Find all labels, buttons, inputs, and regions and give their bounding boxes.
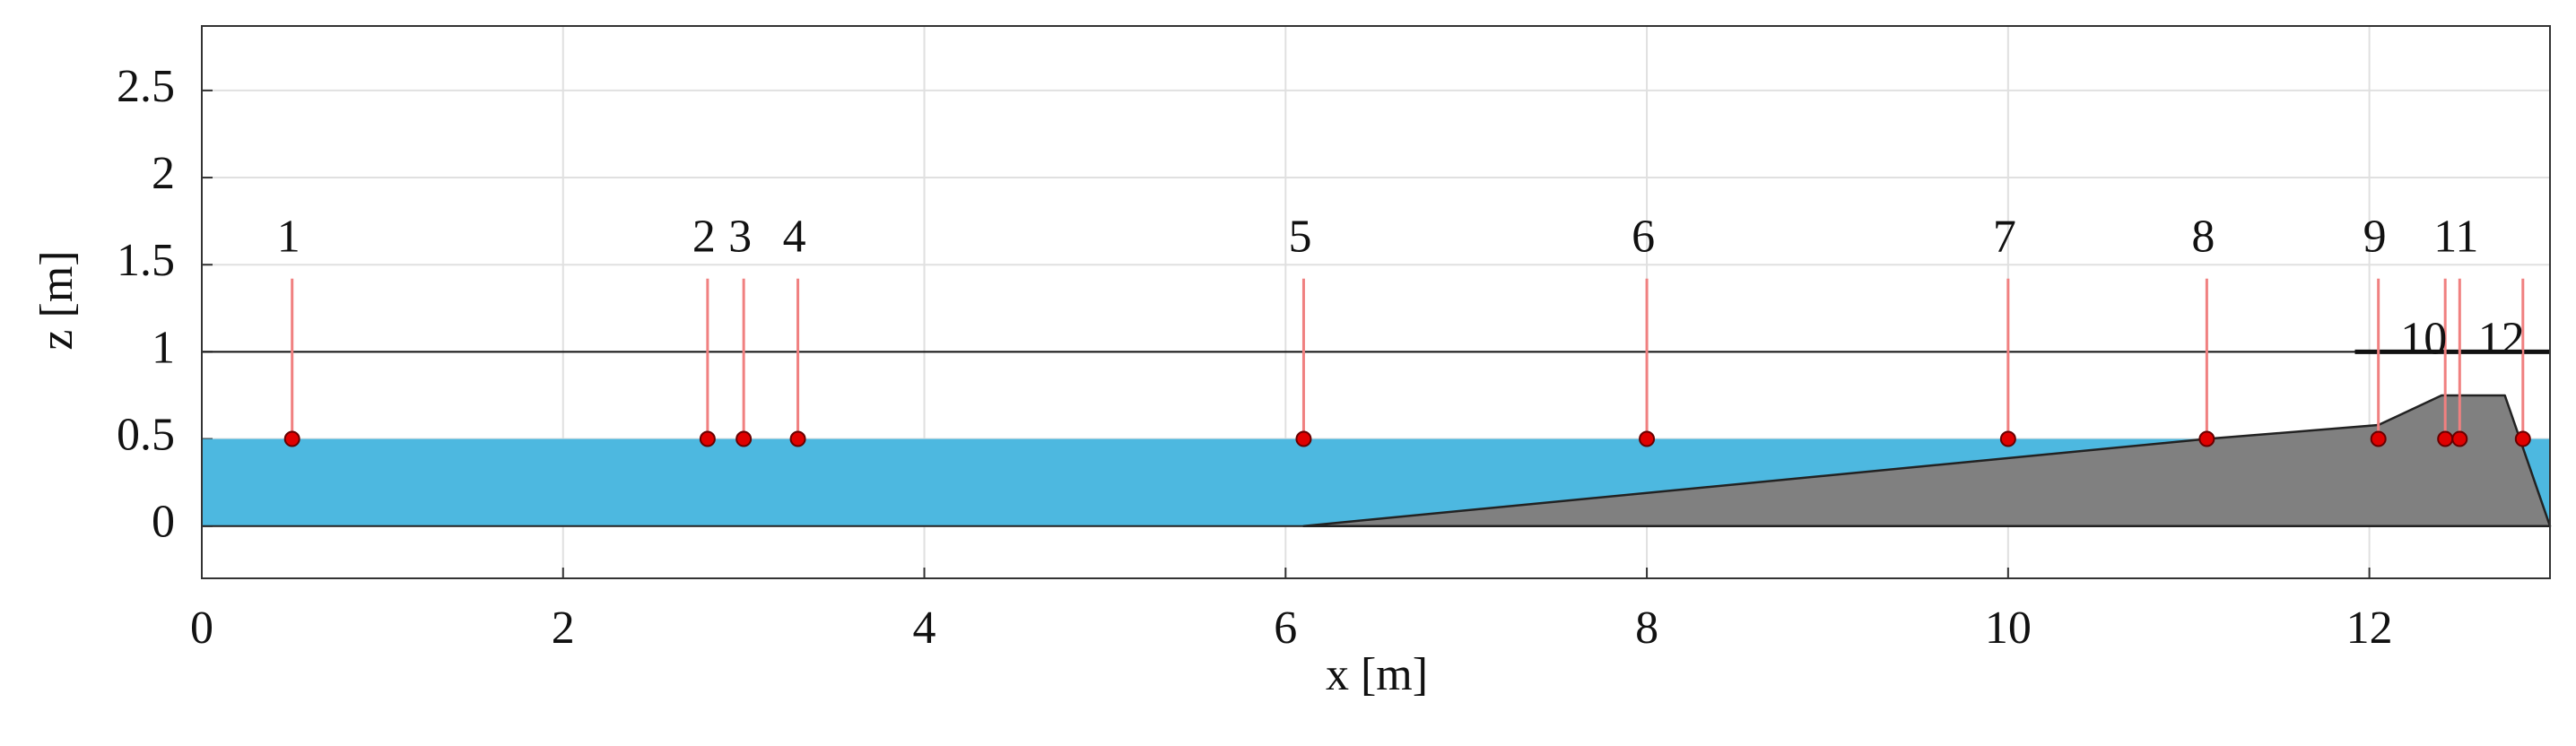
gauge-point <box>789 430 806 447</box>
x-tick-label: 6 <box>1274 603 1297 654</box>
gauge-point <box>2437 430 2454 447</box>
gauge-label: 10 <box>2400 314 2447 365</box>
gauge-label: 3 <box>728 212 752 263</box>
gauge-label: 7 <box>1993 212 2016 263</box>
y-tick-label: 0.5 <box>117 409 175 460</box>
gauge-label: 5 <box>1288 212 1311 263</box>
gauge-label: 11 <box>2433 212 2478 263</box>
gauge-point <box>1999 430 2016 447</box>
plot-frame <box>201 25 2551 579</box>
gauge-label: 1 <box>277 212 300 263</box>
x-tick-label: 8 <box>1635 603 1658 654</box>
gauge-point <box>2514 430 2531 447</box>
gauge-label: 6 <box>1632 212 1655 263</box>
gauge-point <box>735 430 753 447</box>
gauge-point <box>2198 430 2215 447</box>
x-tick-label: 2 <box>552 603 575 654</box>
y-tick-label: 1 <box>152 322 175 373</box>
y-axis-label: z [m] <box>31 250 83 350</box>
gauge-label: 2 <box>692 212 716 263</box>
gauge-point <box>1295 430 1312 447</box>
y-tick-label: 2.5 <box>117 61 175 112</box>
y-tick-label: 1.5 <box>117 235 175 286</box>
gauge-point <box>1639 430 1656 447</box>
gauge-point <box>699 430 716 447</box>
gauge-label: 4 <box>783 212 806 263</box>
gauge-point <box>2451 430 2468 447</box>
x-tick-label: 10 <box>1985 603 2032 654</box>
gauge-label: 9 <box>2363 212 2387 263</box>
y-tick-label: 0 <box>152 497 175 548</box>
gauge-label: 12 <box>2478 314 2525 365</box>
x-tick-label: 12 <box>2346 603 2393 654</box>
x-tick-label: 4 <box>913 603 936 654</box>
x-tick-label: 0 <box>190 603 213 654</box>
gauge-point <box>283 430 300 447</box>
gauge-label: 8 <box>2191 212 2215 263</box>
y-tick-label: 2 <box>152 148 175 199</box>
gauge-point <box>2370 430 2387 447</box>
x-axis-label: x [m] <box>1326 649 1428 700</box>
